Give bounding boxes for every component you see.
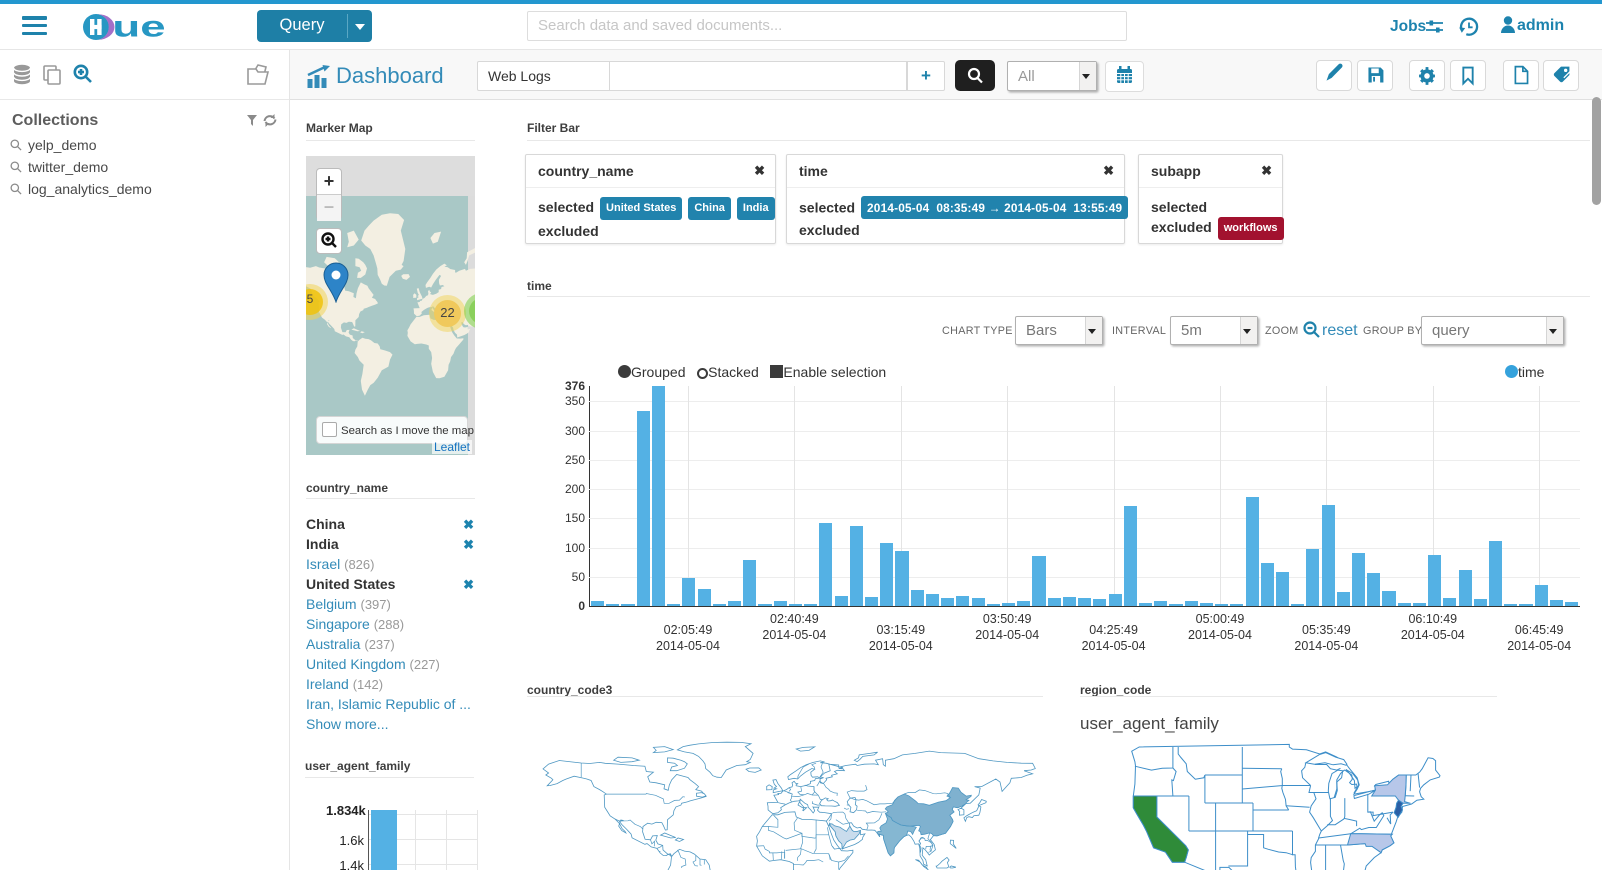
svg-text:ue: ue — [112, 13, 165, 41]
